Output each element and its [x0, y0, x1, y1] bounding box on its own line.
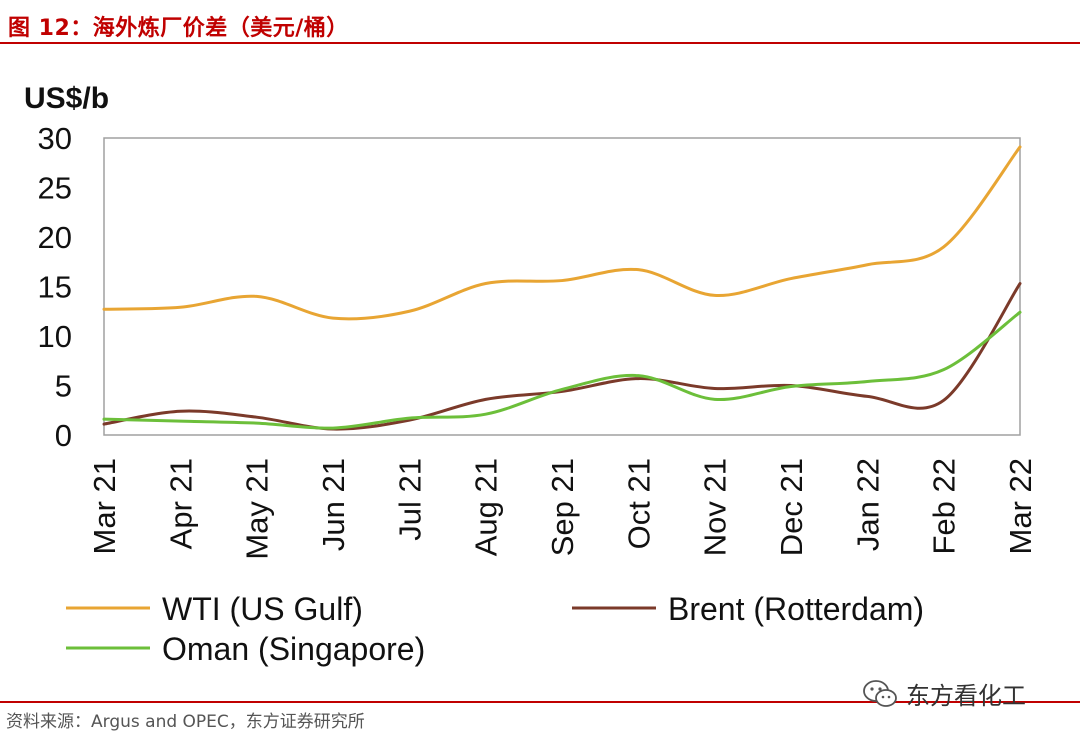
x-tick-label: Jun 21: [316, 458, 351, 551]
x-tick-label: Jul 21: [392, 458, 427, 541]
series-lines: [102, 145, 1022, 431]
y-tick-label: 20: [38, 220, 72, 255]
x-tick-label: Dec 21: [774, 458, 809, 556]
x-tick-label: May 21: [240, 458, 275, 560]
legend-label: WTI (US Gulf): [162, 591, 363, 627]
source-note: 资料来源：Argus and OPEC，东方证券研究所: [6, 712, 365, 732]
legend: WTI (US Gulf) Brent (Rotterdam) Oman (Sing…: [66, 591, 924, 667]
x-tick-label: Jan 22: [850, 458, 885, 551]
y-tick-label: 5: [55, 369, 72, 404]
x-tick-label: Nov 21: [698, 458, 733, 556]
x-tick-label: Apr 21: [163, 458, 198, 549]
y-tick-labels: 0 5 10 15 20 25 30: [38, 121, 72, 453]
line-chart: US$/b 0 5 10 15 20 25 30 Mar 21 Apr 21 May 21 Jun…: [24, 82, 1038, 667]
plot-area: [103, 137, 1021, 436]
oman-series-line: [102, 310, 1022, 430]
brent-series-line: [102, 282, 1022, 431]
wechat-icon: [863, 679, 897, 707]
x-tick-label: Feb 22: [927, 458, 962, 555]
x-tick-label: Sep 21: [545, 458, 580, 556]
y-axis-label: US$/b: [24, 82, 109, 115]
y-tick-label: 30: [38, 121, 72, 156]
y-tick-label: 15: [38, 270, 72, 305]
legend-label: Brent (Rotterdam): [668, 591, 924, 627]
x-tick-labels: Mar 21 Apr 21 May 21 Jun 21 Jul 21 Aug 21 Sep …: [87, 458, 1038, 560]
bottom-rule: [0, 701, 1080, 703]
x-tick-label: Aug 21: [469, 458, 504, 556]
title-rule: [0, 42, 1080, 44]
y-tick-label: 25: [38, 171, 72, 206]
watermark-text: 东方看化工: [906, 682, 1026, 710]
wti-series-line: [102, 145, 1022, 321]
y-tick-label: 0: [55, 418, 72, 453]
x-tick-label: Mar 22: [1003, 458, 1038, 554]
legend-label: Oman (Singapore): [162, 631, 425, 667]
watermark: 东方看化工: [862, 676, 1026, 711]
x-tick-label: Oct 21: [621, 458, 656, 549]
y-tick-label: 10: [38, 319, 72, 354]
figure-title: 图 12：海外炼厂价差（美元/桶）: [8, 16, 349, 41]
x-tick-label: Mar 21: [87, 458, 122, 554]
